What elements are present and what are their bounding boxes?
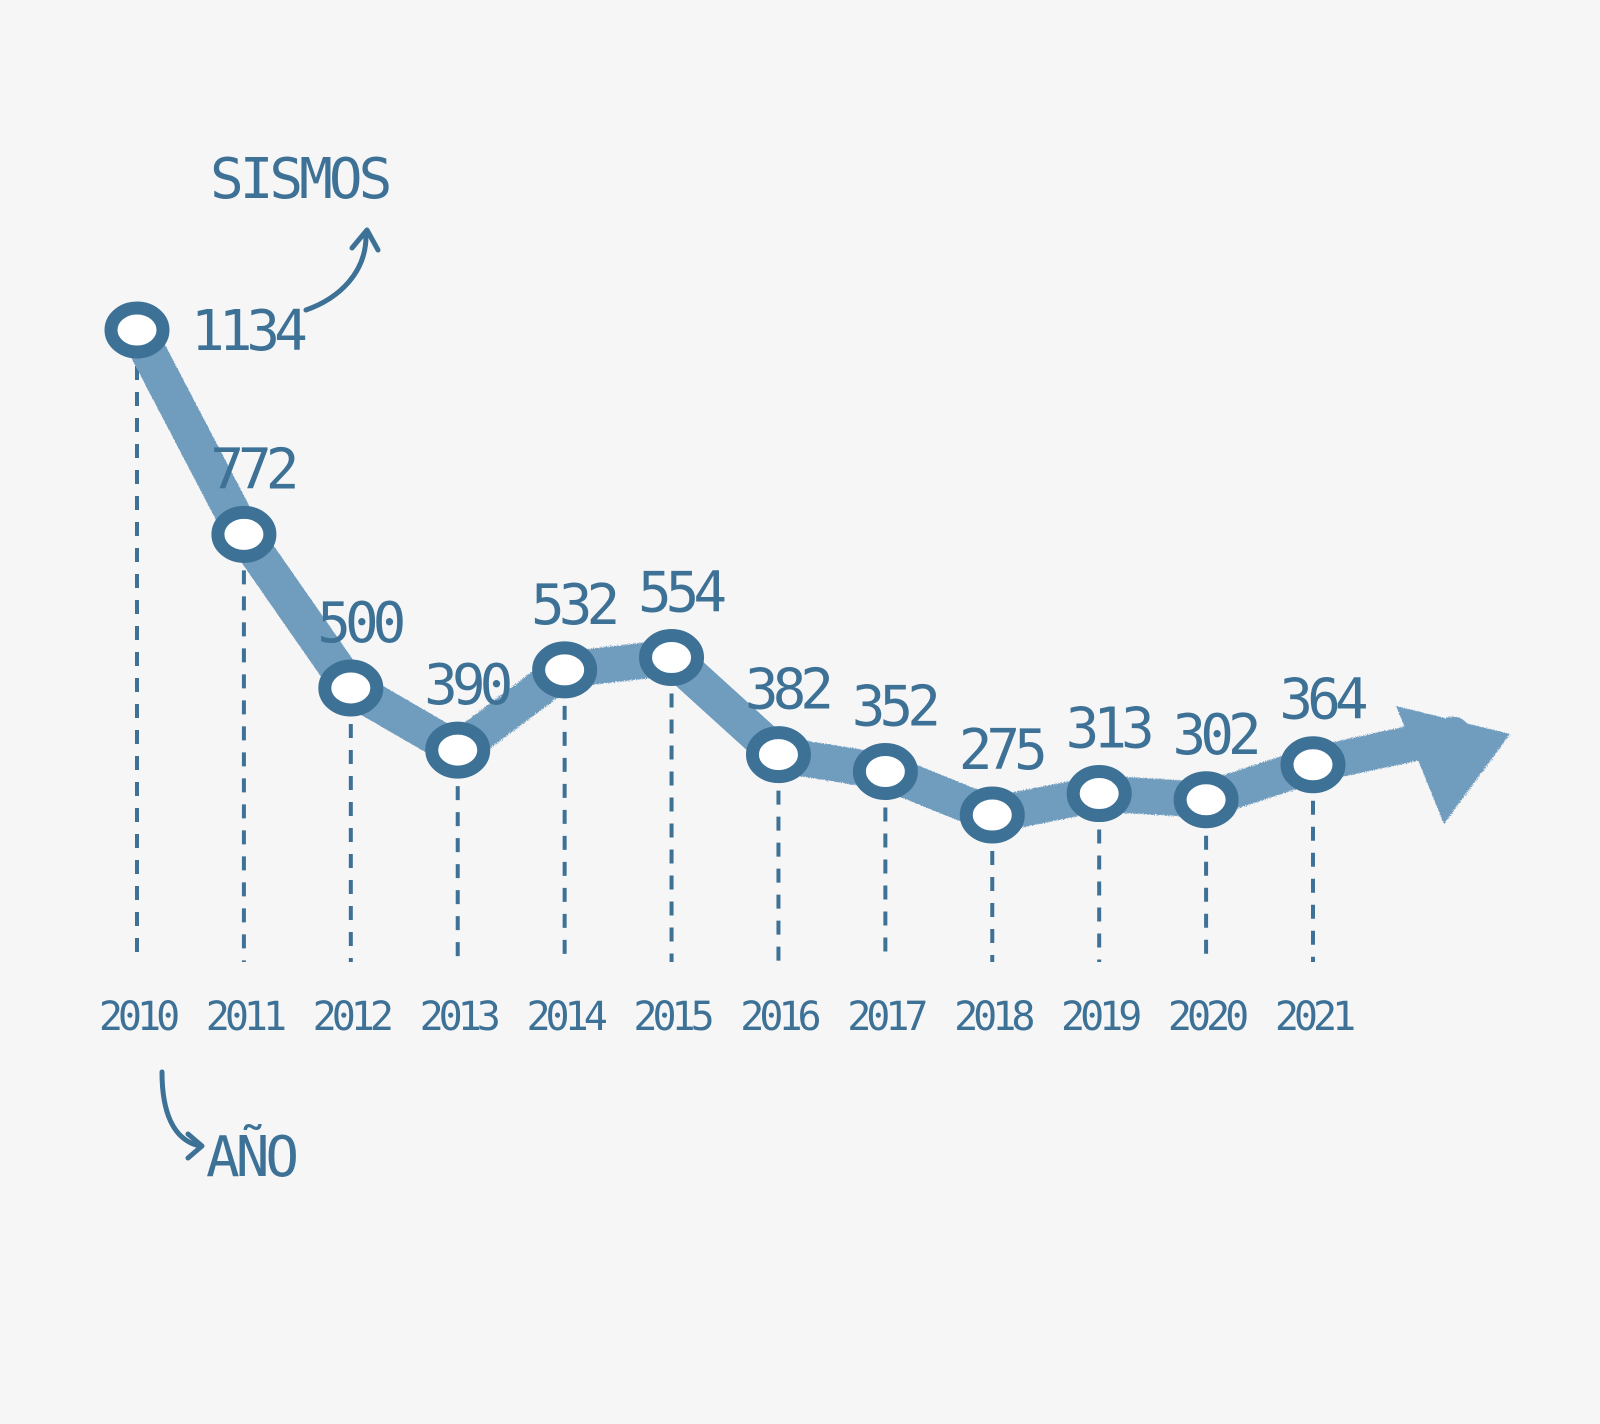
value-label-2010: 1134 xyxy=(191,299,306,364)
value-label-2012: 500 xyxy=(317,591,403,656)
x-tick-2016: 2016 xyxy=(740,994,819,1040)
x-axis-title-arrow-head xyxy=(185,1131,205,1161)
data-point-2013 xyxy=(425,721,491,779)
data-points xyxy=(104,301,1346,844)
y-axis-title-arrow xyxy=(303,233,369,313)
y-axis-title: SISMOS xyxy=(210,147,390,212)
value-label-2021: 364 xyxy=(1279,668,1366,733)
x-tick-2019: 2019 xyxy=(1061,994,1140,1040)
x-axis-title-arrow xyxy=(159,1069,203,1149)
data-point-2010 xyxy=(104,301,170,359)
data-point-2011 xyxy=(211,505,277,563)
data-point-2016 xyxy=(745,726,811,784)
value-label-2019: 313 xyxy=(1066,697,1151,762)
x-tick-2020: 2020 xyxy=(1168,994,1247,1040)
x-tick-2017: 2017 xyxy=(847,994,926,1040)
x-tick-labels: 2010 2011 2012 2013 2014 2015 2016 2017 2018 2019… xyxy=(99,994,1359,1040)
x-tick-2012: 2012 xyxy=(313,994,391,1040)
value-label-2013: 390 xyxy=(424,653,510,718)
value-label-2017: 352 xyxy=(852,675,936,740)
x-tick-2013: 2013 xyxy=(420,994,499,1040)
value-label-2020: 302 xyxy=(1173,703,1257,768)
data-point-2015 xyxy=(639,628,705,686)
value-label-2015: 554 xyxy=(638,560,725,625)
data-point-2018 xyxy=(959,786,1025,844)
trend-arrow-head xyxy=(1396,706,1510,824)
y-axis-title-arrow-head xyxy=(349,227,381,253)
data-point-2014 xyxy=(532,641,598,699)
x-tick-2015: 2015 xyxy=(633,994,711,1040)
value-label-2016: 382 xyxy=(745,658,829,723)
data-labels: 1134 772 500 390 532 554 382 352 275 313 302 364 xyxy=(191,299,1373,783)
x-tick-2018: 2018 xyxy=(954,994,1033,1040)
x-tick-2014: 2014 xyxy=(526,994,606,1040)
value-label-2014: 532 xyxy=(531,573,615,638)
value-label-2018: 275 xyxy=(959,718,1044,783)
data-point-2020 xyxy=(1173,771,1239,829)
x-axis-title: AÑO xyxy=(206,1125,296,1190)
x-tick-2021: 2021 xyxy=(1275,994,1354,1040)
x-tick-2011: 2011 xyxy=(206,994,285,1040)
drop-lines xyxy=(135,366,1315,962)
x-tick-2010: 2010 xyxy=(99,994,178,1040)
data-point-2017 xyxy=(852,743,918,801)
value-label-2011: 772 xyxy=(210,437,294,502)
data-point-2012 xyxy=(318,659,384,717)
data-point-2019 xyxy=(1066,765,1132,823)
data-point-2021 xyxy=(1280,736,1346,794)
